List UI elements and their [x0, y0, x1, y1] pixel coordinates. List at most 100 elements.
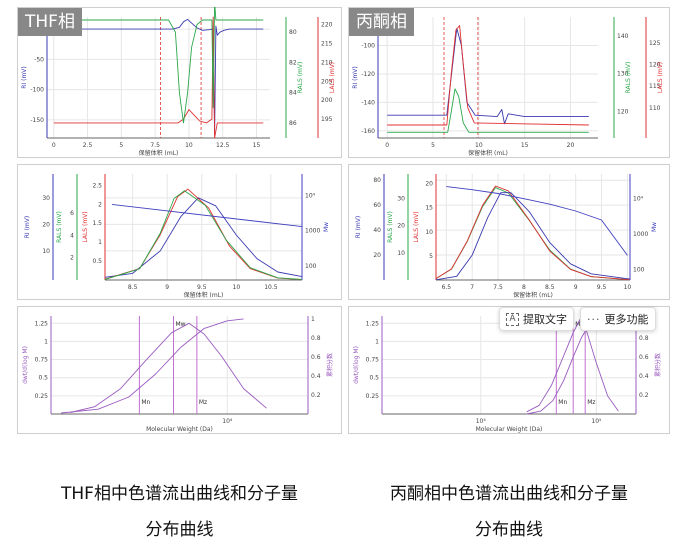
x-tick-label: 8 — [522, 284, 526, 291]
y-tick-label-left: 1.25 — [35, 320, 49, 327]
y-tick-label-far: 100 — [633, 266, 645, 273]
y-tick-label-far: 0.8 — [639, 335, 649, 342]
y-tick-label-far: 0.6 — [311, 354, 321, 361]
y-tick-label-mid: 2 — [70, 255, 74, 262]
y-tick-label-left: -140 — [361, 99, 375, 106]
series-line-dist-0 — [70, 322, 267, 413]
y-tick-label-mid: 130 — [617, 71, 629, 78]
y-tick-label-right: 205 — [321, 78, 333, 85]
x-axis-title: 保留体积 (mL) — [513, 291, 553, 299]
x-tick-label: 10.5 — [264, 284, 278, 291]
x-tick-label: 15 — [253, 142, 261, 149]
y-tick-label-left: 20 — [373, 252, 381, 259]
y-tick-label-left: 1 — [44, 338, 48, 345]
series-line-ri-0 — [104, 197, 303, 278]
more-features-label: 更多功能 — [604, 313, 649, 326]
y-tick-label-right: 210 — [321, 59, 333, 66]
y-tick-label-right: 110 — [649, 105, 661, 112]
average-label-mn: Mn — [141, 399, 150, 406]
x-tick-label: 7.5 — [150, 142, 160, 149]
y-tick-label-right: 0.5 — [92, 258, 102, 265]
header-label-thf: THF相 — [25, 12, 75, 32]
series-line-rals-1 — [435, 185, 631, 281]
x-tick-label: 5 — [119, 142, 123, 149]
y-tick-label-right: 200 — [321, 97, 333, 104]
caption-thf-line1: THF相中色谱流出曲线和分子量 — [61, 484, 298, 504]
y-tick-label-left: -120 — [361, 71, 375, 78]
chart-frame — [17, 164, 342, 300]
y-tick-label-far: 0.4 — [311, 373, 321, 380]
y-tick-label-right: 215 — [321, 40, 333, 47]
x-tick-label: 5 — [431, 142, 435, 149]
y-tick-label-mid: 86 — [289, 120, 297, 127]
series-line-mw-3 — [111, 203, 303, 228]
x-tick-label: 7.5 — [493, 284, 503, 291]
y-tick-label-far: 0.2 — [639, 392, 649, 399]
x-tick-label: 2.5 — [83, 142, 93, 149]
y-tick-label-far: 0.2 — [311, 392, 321, 399]
y-axis-title-left: dwt/d(log M) — [353, 346, 360, 384]
x-tick-label: 10⁴ — [222, 418, 233, 425]
more-features-button[interactable]: ··· 更多功能 — [580, 307, 656, 331]
y-tick-label-left: -100 — [361, 42, 375, 49]
y-axis-title-mid: RALS (mV) — [56, 211, 63, 243]
y-tick-label-right: 195 — [321, 116, 333, 123]
y-tick-label-mid: 20 — [397, 223, 405, 230]
y-tick-label-mid: 30 — [397, 195, 405, 202]
y-tick-label-left: -150 — [30, 117, 44, 124]
x-tick-label: 0 — [52, 142, 56, 149]
y-tick-label-left: 0.5 — [369, 375, 379, 382]
x-tick-label: 10 — [185, 142, 193, 149]
y-tick-label-right: 220 — [321, 22, 333, 29]
y-axis-title-left: dwt/d(log M) — [22, 346, 29, 384]
x-tick-label: 7 — [470, 284, 474, 291]
y-tick-label-mid: 80 — [289, 29, 297, 36]
y-tick-label-mid: 140 — [617, 33, 629, 40]
y-tick-label-right: 2 — [98, 201, 102, 208]
x-tick-label: 15 — [521, 142, 529, 149]
series-line-ri-0 — [53, 18, 264, 136]
y-axis-title-mid: RALS (mV) — [387, 211, 394, 243]
y-tick-label-right: 5 — [429, 253, 433, 260]
chart-thf-mwd: 10⁴ Molecular Weight (Da) 0.25 0.5 0.75 1 1.25… — [17, 306, 342, 434]
series-line-lals-2 — [387, 88, 589, 133]
y-axis-title-right: LALS (mV) — [413, 211, 420, 242]
y-tick-label-left: -50 — [34, 56, 44, 63]
y-tick-label-mid: 84 — [289, 90, 297, 97]
y-axis-title-far: 累积分数 — [654, 353, 662, 377]
y-axis-title-far: Mw — [651, 222, 658, 232]
y-tick-label-far: 0.8 — [311, 335, 321, 342]
y-axis-title-mid: RALS (mV) — [625, 62, 632, 94]
x-tick-label: 9.5 — [597, 284, 607, 291]
y-tick-label-left: 0.25 — [35, 393, 49, 400]
y-tick-label-right: 2.5 — [92, 182, 102, 189]
x-tick-label: 10 — [475, 142, 483, 149]
extract-text-button[interactable]: A 提取文字 — [499, 307, 574, 331]
y-tick-label-right: 10 — [425, 229, 433, 236]
x-tick-label: 12.5 — [216, 142, 230, 149]
y-tick-label-left: -100 — [30, 87, 44, 94]
y-tick-label-right: 125 — [649, 40, 661, 47]
x-axis-title: 保留体积 (mL) — [139, 149, 179, 157]
y-tick-label-right: 15 — [425, 205, 433, 212]
series-line-rals-1 — [53, 16, 264, 139]
caption-thf-line2: 分布曲线 — [145, 520, 214, 540]
x-tick-label: 10⁵ — [591, 418, 602, 425]
y-axis-title-far: 累积分数 — [326, 353, 334, 377]
chart-acetone-chromatogram: 0 5 10 15 20 保留体积 (mL) -100 -120 -140 -160 RI (mV)… — [348, 7, 670, 158]
x-tick-label: 8.5 — [545, 284, 555, 291]
y-tick-label-mid: 6 — [70, 210, 74, 217]
y-tick-label-left: 20 — [42, 221, 50, 228]
y-axis-title-right: LALS (mV) — [82, 211, 89, 242]
y-tick-label-far: 1000 — [305, 228, 320, 235]
average-label-mz: Mz — [199, 399, 207, 406]
series-line-dist-1 — [61, 318, 244, 414]
y-tick-label-right: 20 — [425, 181, 433, 188]
caption-acetone-line1: 丙酮相中色谱流出曲线和分子量 — [390, 484, 628, 504]
y-axis-title-right: LALS (mV) — [657, 62, 664, 93]
y-tick-label-left: 60 — [373, 202, 381, 209]
y-tick-label-right: 1 — [98, 239, 102, 246]
header-badge-thf: THF相 — [18, 8, 82, 36]
caption-acetone-line2: 分布曲线 — [475, 520, 543, 540]
